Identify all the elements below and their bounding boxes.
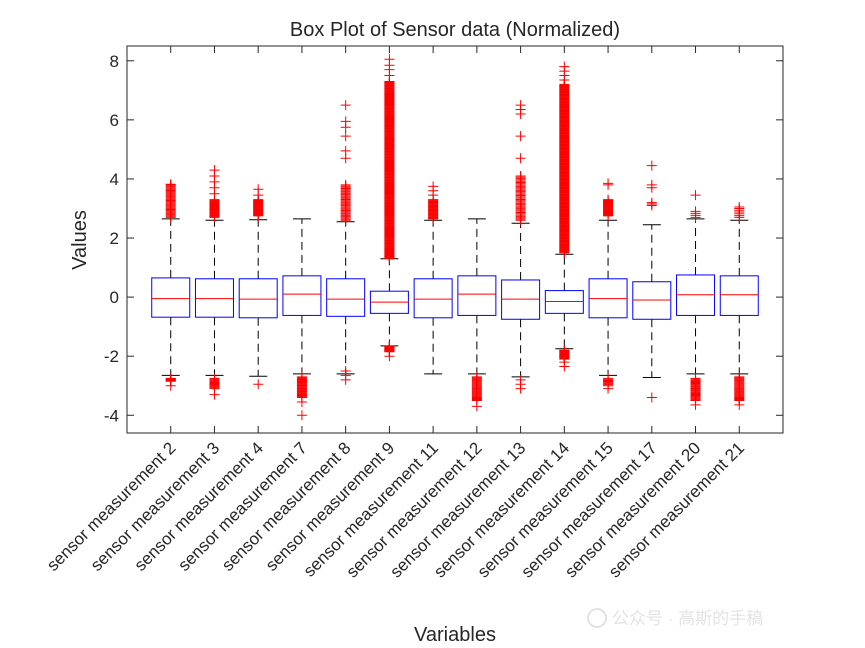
y-tick-label: 8: [110, 52, 119, 71]
outlier-marker: [384, 351, 395, 362]
y-axis-ticks: -4 -2 0 2 4 6 8: [104, 52, 783, 425]
outlier-marker: [646, 392, 657, 403]
outlier-marker: [559, 61, 570, 72]
outlier-marker: [734, 202, 745, 213]
outlier-marker: [384, 54, 395, 65]
outlier-marker: [165, 380, 176, 391]
outlier-marker: [515, 153, 526, 164]
box-6: [369, 54, 409, 362]
box-4: [282, 218, 322, 421]
plot-area: [126, 45, 784, 434]
outlier-marker: [340, 145, 351, 156]
outlier-marker: [340, 131, 351, 142]
box-body: [151, 277, 191, 318]
outlier-marker: [515, 383, 526, 394]
box-body: [238, 278, 278, 319]
outlier-marker: [603, 383, 614, 394]
outlier-marker: [340, 116, 351, 127]
box-1: [151, 179, 191, 391]
y-tick-label: 0: [110, 288, 119, 307]
box-series: [151, 54, 759, 421]
outlier-marker: [603, 194, 614, 205]
outlier-marker: [428, 181, 439, 192]
outlier-marker: [515, 131, 526, 142]
chart-title: Box Plot of Sensor data (Normalized): [290, 19, 620, 41]
box-body: [282, 275, 322, 316]
outlier-marker: [296, 410, 307, 421]
box-5: [326, 100, 366, 385]
box-2: [194, 165, 234, 400]
box-12: [632, 160, 672, 403]
outlier-marker: [471, 401, 482, 412]
y-tick-label: -4: [104, 406, 119, 425]
box-body: [413, 278, 453, 319]
y-tick-label: 6: [110, 111, 119, 130]
box-3: [238, 184, 278, 390]
box-9: [501, 100, 541, 394]
outlier-marker: [646, 160, 657, 171]
y-tick-label: 4: [110, 170, 119, 189]
outlier-marker: [165, 179, 176, 190]
outlier-marker: [690, 190, 701, 201]
y-axis-label: Values: [69, 210, 91, 270]
outlier-marker: [340, 374, 351, 385]
box-10: [544, 61, 584, 372]
watermark: 公众号 · 高斯的手稿: [587, 608, 763, 628]
outlier-marker: [209, 389, 220, 400]
outlier-marker: [646, 179, 657, 190]
outlier-marker: [253, 184, 264, 195]
box-14: [719, 202, 759, 410]
outlier-marker: [340, 100, 351, 111]
box-8: [457, 218, 497, 412]
outlier-marker: [253, 379, 264, 390]
x-axis-label: Variables: [414, 624, 496, 646]
box-body: [457, 275, 497, 316]
outlier-marker: [690, 399, 701, 410]
outlier-marker: [515, 170, 526, 181]
outlier-marker: [603, 178, 614, 189]
box-13: [676, 190, 716, 410]
outlier-marker: [690, 206, 701, 217]
outlier-marker: [340, 179, 351, 190]
outlier-marker: [515, 100, 526, 111]
outlier-marker: [646, 197, 657, 208]
outlier-marker: [209, 165, 220, 176]
box-body: [194, 278, 234, 318]
outlier-marker: [734, 399, 745, 410]
box-body: [326, 278, 366, 317]
outlier-marker: [296, 396, 307, 407]
box-11: [588, 178, 628, 394]
wechat-icon: [587, 608, 607, 628]
watermark-text: 公众号 · 高斯的手稿: [612, 609, 763, 628]
box-7: [413, 181, 453, 375]
y-tick-label: 2: [110, 229, 119, 248]
y-tick-label: -2: [104, 347, 119, 366]
box-body: [719, 275, 759, 316]
outlier-marker: [559, 361, 570, 372]
